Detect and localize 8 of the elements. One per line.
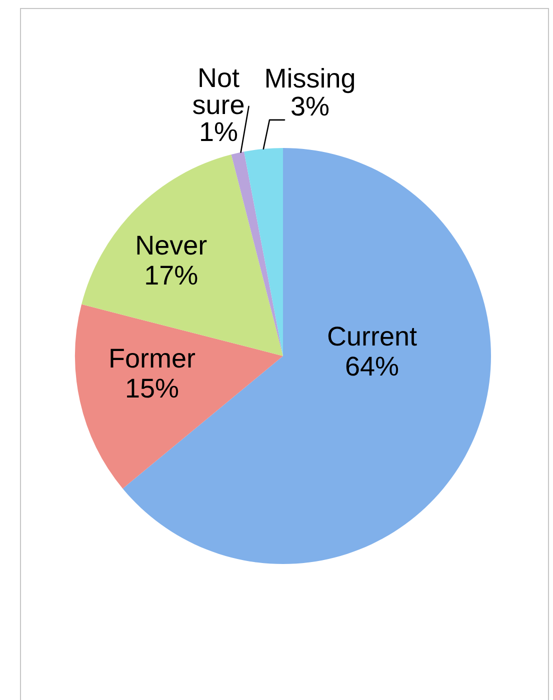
slice-label: Former: [108, 343, 196, 374]
data-label: 15%: [124, 373, 179, 404]
data-label: 17%: [144, 260, 198, 290]
slice-label: Current: [327, 322, 418, 352]
data-label: 3%: [290, 91, 330, 122]
data-label: 64%: [345, 352, 400, 382]
slice-label: Missing: [264, 63, 356, 94]
slice-label: Never: [135, 230, 208, 260]
